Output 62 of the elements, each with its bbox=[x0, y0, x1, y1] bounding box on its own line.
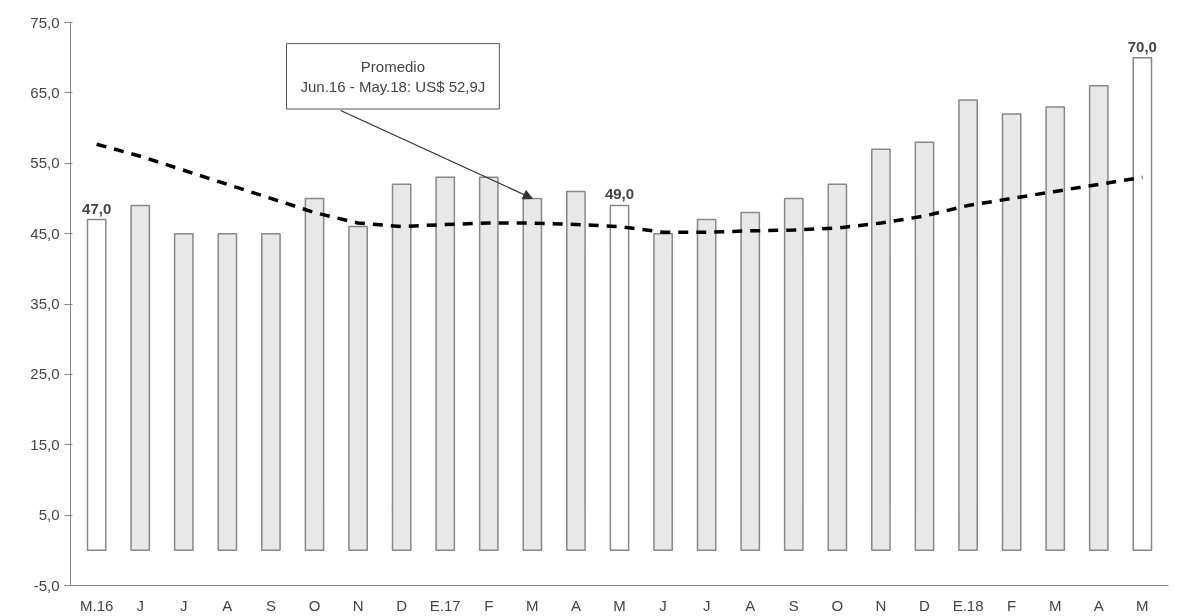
bar bbox=[566, 190, 586, 552]
bar bbox=[304, 197, 325, 552]
data-label: 70,0 bbox=[1127, 37, 1157, 55]
bar bbox=[696, 218, 717, 552]
x-tick-label: J bbox=[702, 596, 711, 614]
x-tick-label: O bbox=[308, 596, 321, 614]
annotation: Promedio Jun.16 - May.18: US$ 52,9J bbox=[300, 57, 486, 96]
bar bbox=[609, 204, 630, 552]
x-tick-label: J bbox=[180, 596, 188, 614]
y-tick-label: 65,0 bbox=[30, 83, 60, 101]
bar bbox=[1045, 106, 1066, 552]
y-tick-label: 35,0 bbox=[30, 295, 60, 312]
x-tick-label: A bbox=[1093, 596, 1104, 614]
bar bbox=[217, 232, 238, 552]
x-tick-label: J bbox=[659, 596, 667, 614]
y-tick-label: 15,0 bbox=[30, 435, 60, 453]
x-tick-label: M bbox=[526, 596, 539, 614]
x-tick-label: A bbox=[222, 596, 233, 614]
x-tick-label: J bbox=[136, 596, 144, 614]
bar bbox=[478, 176, 499, 552]
bar bbox=[348, 225, 368, 552]
bar bbox=[435, 176, 456, 552]
bar bbox=[1088, 85, 1109, 552]
bar bbox=[653, 232, 673, 552]
y-tick-label: 5,0 bbox=[38, 506, 60, 524]
data-label: 47,0 bbox=[82, 199, 112, 217]
x-tick-label: A bbox=[570, 596, 581, 614]
y-tick-label: 25,0 bbox=[30, 365, 60, 383]
bar bbox=[86, 218, 107, 552]
x-tick-label: E.17 bbox=[429, 596, 461, 614]
bar bbox=[1001, 113, 1022, 552]
bar bbox=[914, 141, 935, 552]
x-tick-label: F bbox=[1007, 596, 1017, 614]
y-tick-label: 45,0 bbox=[30, 224, 60, 242]
x-tick-label: E.18 bbox=[952, 596, 984, 614]
x-tick-label: D bbox=[919, 596, 931, 614]
data-label: 49,0 bbox=[604, 185, 635, 203]
bar bbox=[261, 232, 281, 552]
x-tick-label: O bbox=[831, 596, 844, 614]
x-tick-label: M bbox=[1136, 596, 1149, 614]
bar bbox=[1132, 56, 1153, 552]
x-tick-label: M.16 bbox=[79, 596, 114, 614]
x-tick-label: N bbox=[875, 596, 887, 614]
bar bbox=[740, 211, 761, 552]
bar bbox=[958, 99, 978, 552]
x-tick-label: F bbox=[484, 596, 494, 614]
bar bbox=[827, 183, 848, 552]
x-tick-label: N bbox=[352, 596, 364, 614]
y-tick-label: 55,0 bbox=[30, 154, 60, 172]
x-tick-label: D bbox=[396, 596, 408, 614]
bar bbox=[783, 197, 804, 552]
bar bbox=[871, 148, 891, 552]
bar bbox=[391, 183, 412, 552]
bar bbox=[173, 232, 194, 552]
y-tick-label: -5,0 bbox=[33, 576, 60, 594]
x-tick-label: S bbox=[788, 596, 799, 614]
bar bbox=[130, 204, 151, 552]
x-tick-label: S bbox=[265, 596, 276, 614]
x-tick-label: A bbox=[745, 596, 756, 614]
x-tick-label: M bbox=[1048, 596, 1062, 614]
x-tick-label: M bbox=[613, 596, 626, 614]
y-tick-label: 75,0 bbox=[30, 13, 60, 31]
